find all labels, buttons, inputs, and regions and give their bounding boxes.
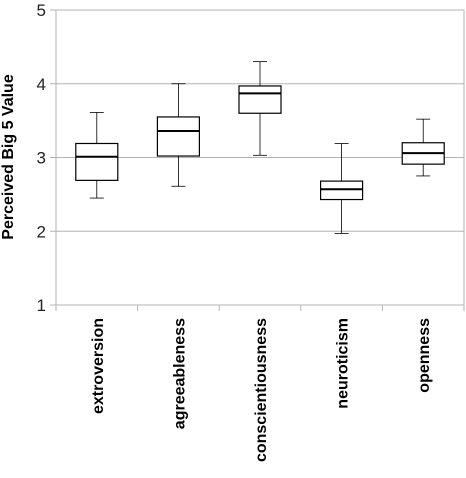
iqr-box-neuroticism — [320, 180, 364, 201]
iqr-box-extroversion — [75, 142, 119, 181]
y-tick-label-2: 2 — [37, 222, 46, 241]
y-tick-label-1: 1 — [37, 296, 46, 315]
iqr-box-agreeableness — [156, 116, 200, 157]
x-label-conscientiousness: conscientiousness — [253, 318, 270, 462]
axes — [50, 9, 465, 311]
y-tick-label-4: 4 — [37, 75, 46, 94]
y-tick-label-5: 5 — [37, 1, 46, 20]
x-label-openness: openness — [416, 318, 433, 393]
box-conscientiousness — [238, 61, 282, 156]
box-extroversion — [75, 112, 119, 199]
box-openness — [401, 118, 445, 177]
y-tick-label-3: 3 — [37, 149, 46, 168]
boxes — [75, 61, 445, 234]
x-label-neuroticism: neuroticism — [335, 318, 352, 409]
labels: 1 2 3 4 5 extroversion agreeableness conscienti… — [37, 1, 434, 462]
iqr-box-conscientiousness — [238, 85, 282, 114]
x-label-extroversion: extroversion — [90, 318, 107, 414]
x-label-agreeableness: agreeableness — [171, 318, 188, 429]
box-agreeableness — [156, 83, 200, 187]
y-axis-title: Perceived Big 5 Value — [0, 74, 17, 240]
box-neuroticism — [320, 143, 364, 234]
